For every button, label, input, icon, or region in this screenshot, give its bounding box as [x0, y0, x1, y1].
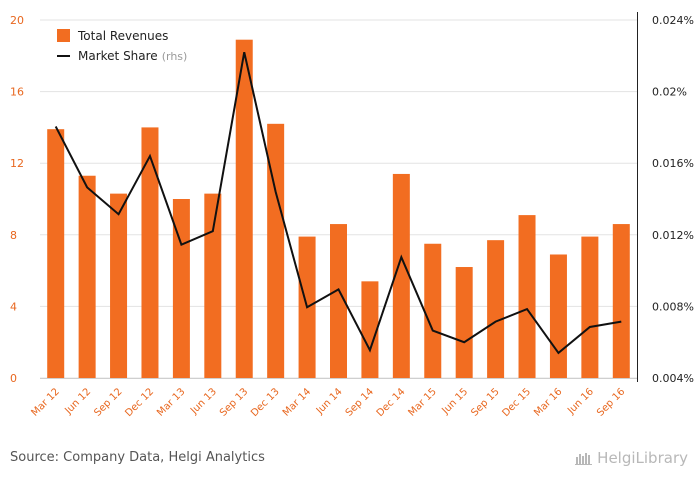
x-tick-label: Jun 14	[314, 386, 345, 417]
revenue-bar	[612, 224, 630, 378]
revenue-bar	[204, 193, 222, 378]
x-tick-label: Jun 12	[62, 386, 93, 417]
revenue-bar	[581, 236, 599, 378]
left-axis-tick-label: 4	[10, 300, 17, 313]
left-axis-tick-label: 0	[10, 372, 17, 385]
legend-swatch-revenues	[57, 29, 70, 42]
x-tick-label: Jun 16	[565, 386, 596, 417]
revenue-bars	[47, 39, 630, 379]
x-tick-label: Dec 14	[375, 386, 408, 419]
revenue-bar	[487, 240, 505, 378]
revenue-bar	[424, 243, 442, 378]
left-axis-tick-label: 20	[10, 14, 24, 27]
x-tick-label: Jun 13	[188, 386, 219, 417]
legend-market-share-name: Market Share	[78, 49, 158, 63]
legend: Total Revenues Market Share (rhs)	[57, 29, 187, 63]
source-note: Source: Company Data, Helgi Analytics	[10, 450, 265, 465]
x-tick-label: Mar 16	[532, 386, 564, 418]
x-tick-label: Sep 12	[92, 386, 124, 418]
revenue-bar	[235, 39, 253, 378]
revenue-bar	[267, 123, 285, 378]
right-axis-tick-label: 0.016%	[652, 157, 694, 170]
left-axis-tick-label: 8	[10, 229, 17, 242]
revenue-bar	[392, 173, 410, 378]
x-tick-label: Sep 15	[469, 386, 501, 418]
x-tick-label: Mar 14	[281, 386, 313, 418]
x-tick-label: Sep 13	[218, 386, 250, 418]
revenue-bar	[549, 254, 567, 378]
revenue-bar	[455, 267, 473, 378]
x-tick-label: Jun 15	[440, 386, 471, 417]
x-tick-label: Dec 12	[123, 386, 156, 419]
revenue-bar	[518, 215, 536, 378]
revenue-bar	[330, 224, 347, 378]
right-axis-tick-label: 0.012%	[652, 229, 694, 242]
revenue-bar	[78, 175, 96, 378]
x-tick-label: Mar 13	[155, 386, 187, 418]
x-tick-label: Dec 13	[249, 386, 282, 419]
library-logo-icon	[575, 451, 593, 465]
x-tick-label: Dec 15	[500, 386, 533, 419]
revenue-bar	[141, 127, 159, 379]
right-axis: 0.004% 0.008% 0.012% 0.016% 0.02% 0.024%	[637, 12, 694, 385]
left-axis: 0 4 8 12 16 20	[10, 14, 24, 385]
helgi-library-logo: HelgiLibrary	[575, 449, 688, 467]
x-tick-label: Sep 16	[595, 386, 627, 418]
left-axis-tick-label: 12	[10, 157, 24, 170]
right-axis-tick-label: 0.024%	[652, 14, 694, 27]
x-tick-label: Mar 12	[29, 386, 61, 418]
right-axis-tick-label: 0.02%	[652, 86, 687, 99]
right-axis-tick-label: 0.008%	[652, 300, 694, 313]
market-share-polyline	[54, 52, 622, 355]
right-axis-tick-label: 0.004%	[652, 372, 694, 385]
revenue-bar	[361, 281, 379, 378]
revenue-bar	[110, 193, 128, 378]
x-tick-label: Mar 15	[407, 386, 439, 418]
market-share-line	[54, 52, 622, 355]
legend-label-market-share: Market Share (rhs)	[78, 49, 187, 63]
revenue-bar	[47, 129, 65, 378]
x-tick-label: Sep 14	[344, 386, 376, 418]
logo-text: HelgiLibrary	[597, 449, 688, 467]
legend-market-share-suffix: (rhs)	[162, 50, 188, 63]
left-axis-tick-label: 16	[10, 86, 24, 99]
legend-label-revenues: Total Revenues	[77, 29, 168, 43]
